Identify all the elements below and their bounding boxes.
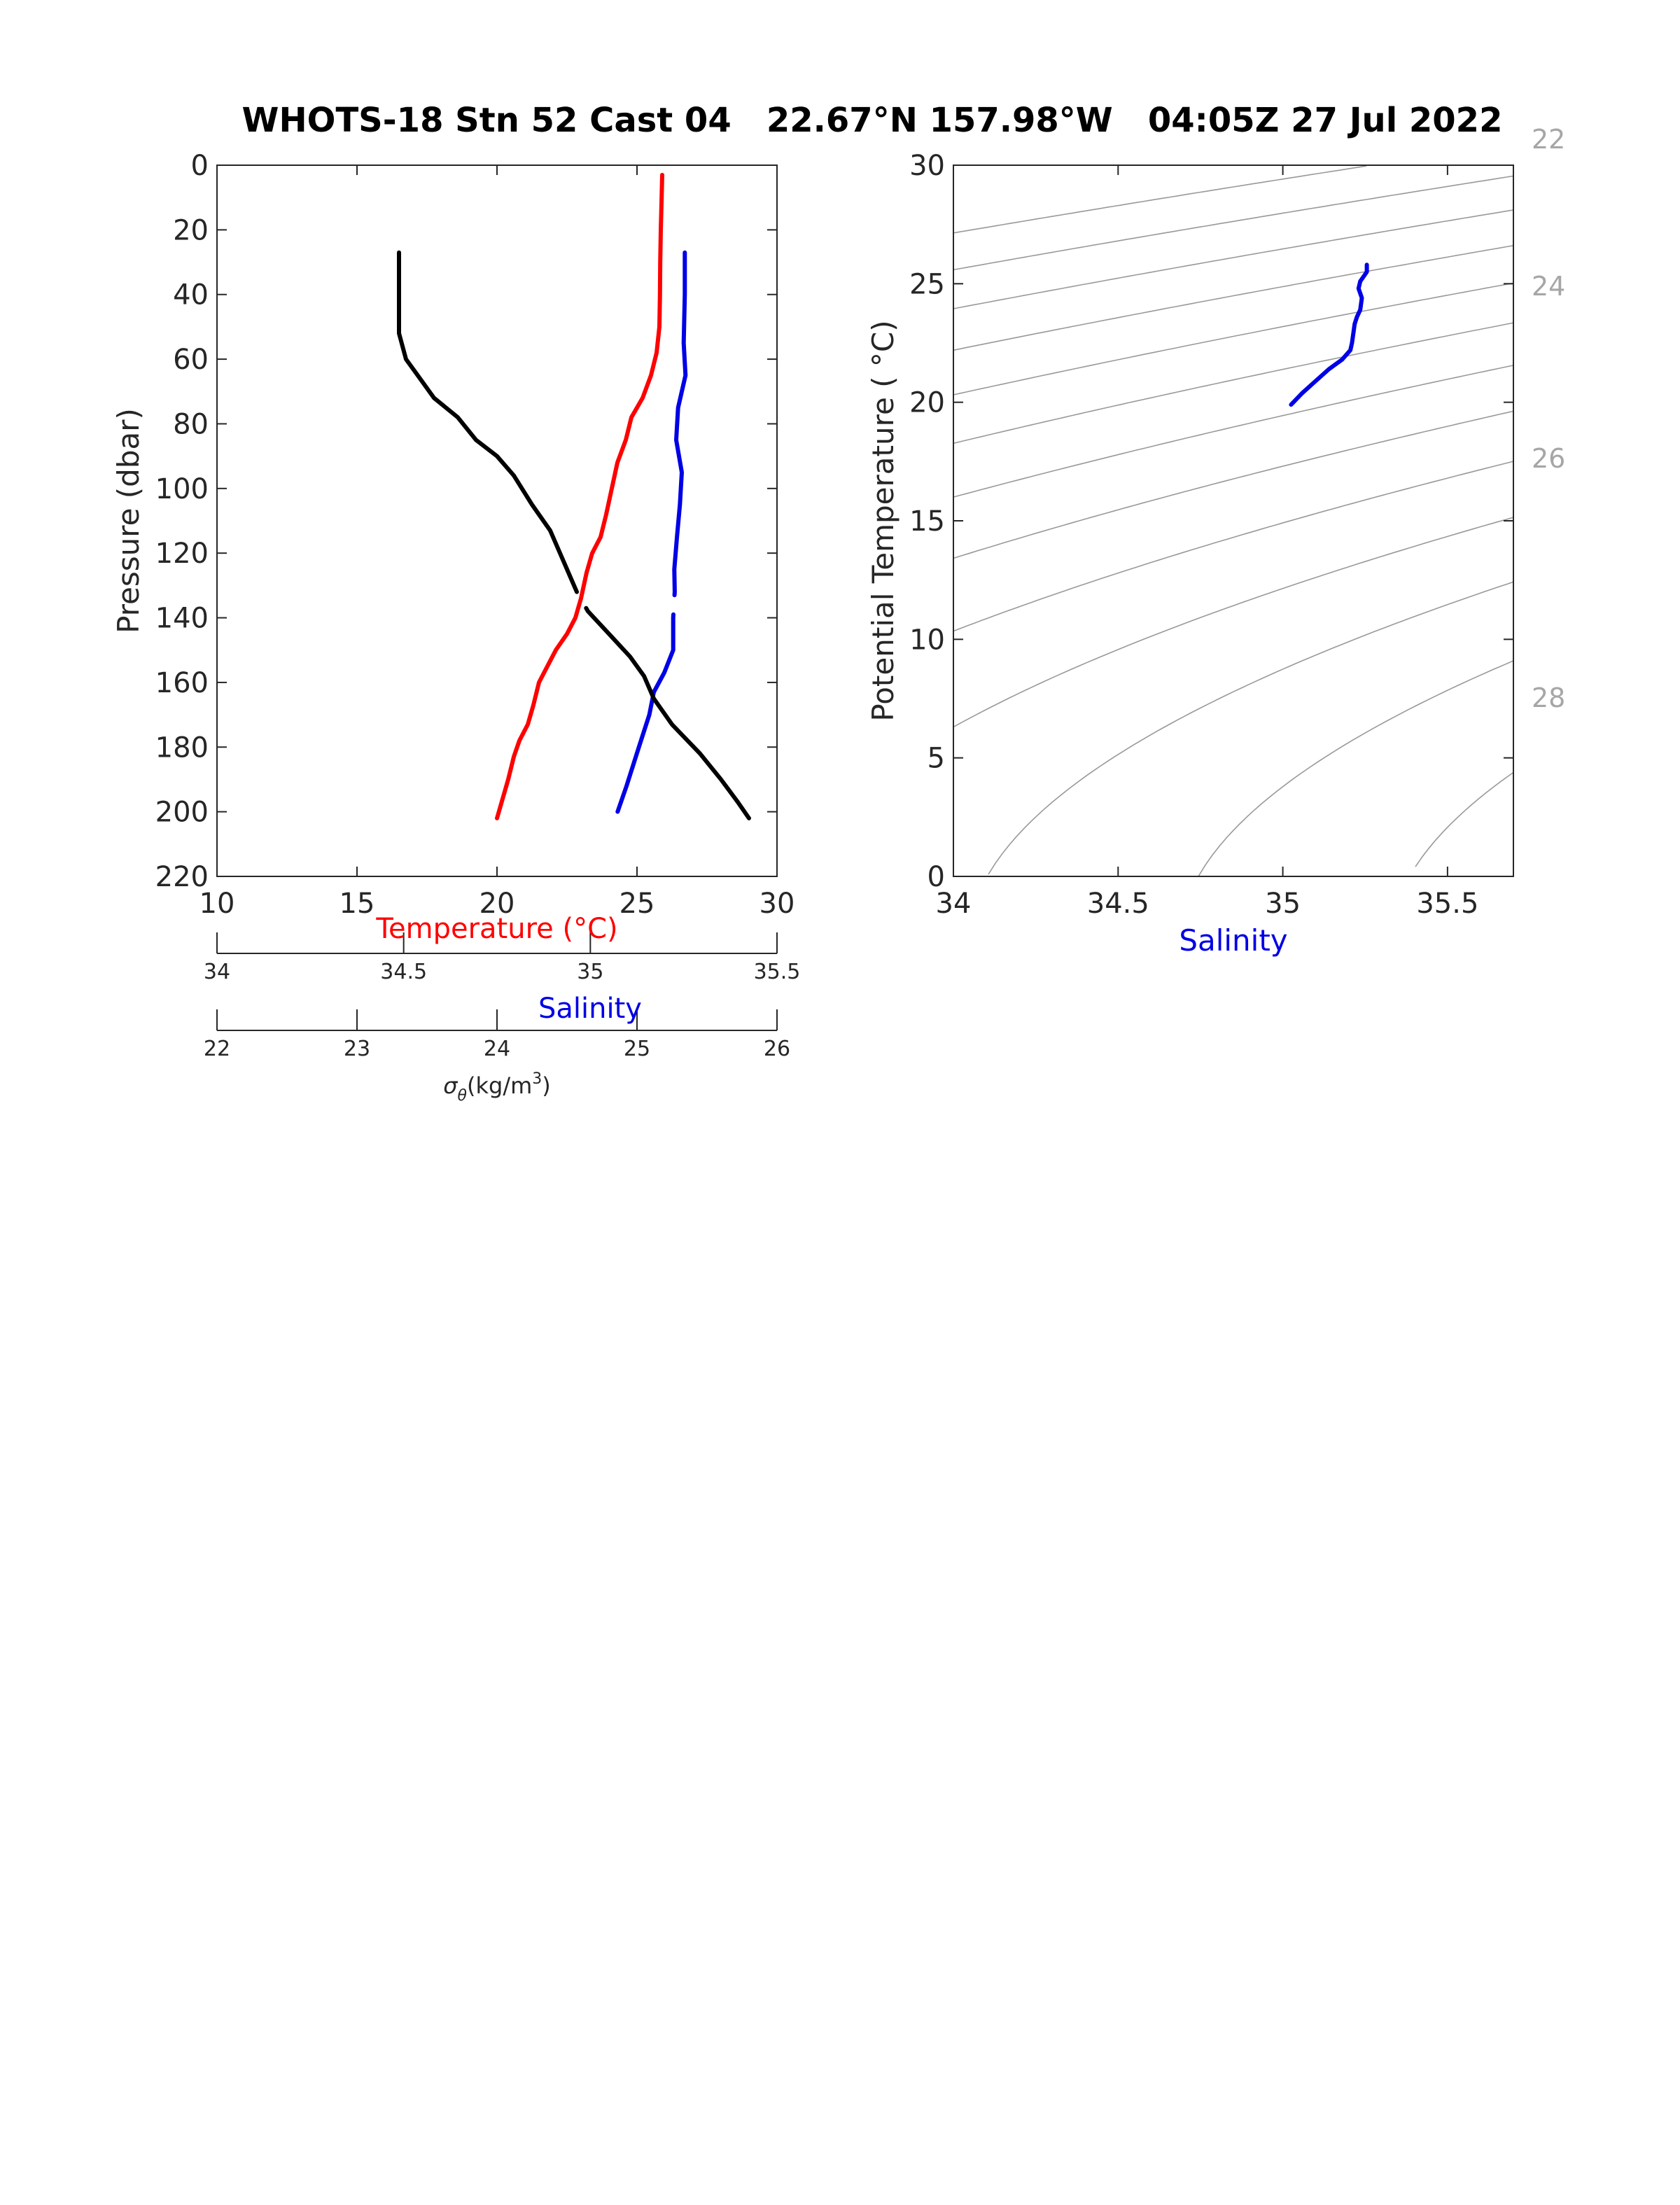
pressure-tick-label: 200 xyxy=(155,797,209,829)
temperature-tick-label: 15 xyxy=(340,888,375,920)
ts-yaxis-label: Potential Temperature ( °C) xyxy=(866,320,900,721)
ts-ytick-label: 30 xyxy=(909,150,945,182)
isopycnal-line xyxy=(953,365,1514,498)
isopycnal-line xyxy=(953,165,1367,234)
figure-title: WHOTS-18 Stn 52 Cast 04 22.67°N 157.98°W… xyxy=(242,101,1503,140)
isopycnal-label: 22 xyxy=(1532,124,1565,155)
pressure-tick-label: 120 xyxy=(155,538,209,570)
pressure-tick-label: 60 xyxy=(173,344,209,376)
density-profile-line xyxy=(397,250,579,594)
temperature-tick-label: 25 xyxy=(620,888,655,920)
salinity-profile-line xyxy=(615,612,676,814)
ts-chart: 22 24 26 28 0 5 10 15 20 25 30 34 34.5 35 35.5 Salini… xyxy=(866,124,1565,958)
temperature-tick-label: 30 xyxy=(760,888,795,920)
pressure-axis-label: Pressure (dbar) xyxy=(111,408,146,634)
salinity-tick-label: 34.5 xyxy=(380,960,427,984)
salinity-axis-label: Salinity xyxy=(538,993,642,1025)
ts-xtick-label: 34 xyxy=(936,888,972,920)
ts-ytick-label: 20 xyxy=(909,387,945,419)
temperature-tick-label: 20 xyxy=(479,888,515,920)
ts-ytick-label: 25 xyxy=(909,268,945,300)
ts-ytick-label: 0 xyxy=(927,861,945,893)
pressure-tick-label: 160 xyxy=(155,667,209,699)
temperature-axis-label: Temperature (°C) xyxy=(375,913,617,945)
pressure-tick-label: 0 xyxy=(191,150,209,182)
ts-xtick-label: 35 xyxy=(1265,888,1301,920)
isopycnal-line xyxy=(953,245,1514,351)
salinity-tick-label: 35 xyxy=(577,960,603,984)
ts-xtick-label: 34.5 xyxy=(1087,888,1149,920)
pressure-tick-label: 100 xyxy=(155,473,209,505)
ts-profile-line xyxy=(1289,262,1369,407)
ts-xtick-label: 35.5 xyxy=(1416,888,1478,920)
ts-xaxis-label: Salinity xyxy=(1179,923,1287,958)
isopycnal-line xyxy=(953,209,1514,309)
isopycnal-line xyxy=(953,322,1514,444)
isopycnal-line xyxy=(953,175,1514,271)
density-profile-line xyxy=(584,606,751,820)
isopycnal-line xyxy=(953,517,1514,728)
density-axis-label: σθ(kg/m3) xyxy=(443,1070,551,1105)
pressure-tick-label: 220 xyxy=(155,861,209,893)
ts-ytick-label: 10 xyxy=(909,624,945,656)
ts-plot-frame xyxy=(953,164,1514,877)
salinity-tick-label: 35.5 xyxy=(754,960,801,984)
isopycnal-label: 26 xyxy=(1532,443,1565,474)
pressure-tick-label: 140 xyxy=(155,603,209,635)
pressure-tick-label: 80 xyxy=(173,408,209,440)
ts-ytick-label: 5 xyxy=(927,743,945,775)
temperature-profile-line xyxy=(495,172,664,820)
isopycnal-line xyxy=(1415,771,1514,867)
isopycnal-line xyxy=(953,282,1514,396)
pressure-tick-label: 180 xyxy=(155,732,209,764)
temperature-tick-label: 10 xyxy=(200,888,235,920)
isopycnal-line xyxy=(953,410,1514,559)
isopycnal-line xyxy=(953,461,1514,632)
salinity-profile-line xyxy=(672,250,688,598)
isopycnal-label: 24 xyxy=(1532,271,1565,302)
salinity-tick-label: 34 xyxy=(204,960,230,984)
density-tick-label: 25 xyxy=(624,1037,650,1061)
pressure-tick-label: 40 xyxy=(173,279,209,312)
density-tick-label: 24 xyxy=(484,1037,510,1061)
density-tick-label: 23 xyxy=(344,1037,370,1061)
density-tick-label: 22 xyxy=(204,1037,230,1061)
profile-plot-frame xyxy=(216,164,778,877)
ts-ytick-label: 15 xyxy=(909,505,945,538)
density-tick-label: 26 xyxy=(764,1037,790,1061)
isopycnal-label: 28 xyxy=(1532,682,1565,713)
isopycnal-line xyxy=(988,581,1514,875)
isopycnal-line xyxy=(1198,660,1514,877)
pressure-tick-label: 20 xyxy=(173,214,209,246)
